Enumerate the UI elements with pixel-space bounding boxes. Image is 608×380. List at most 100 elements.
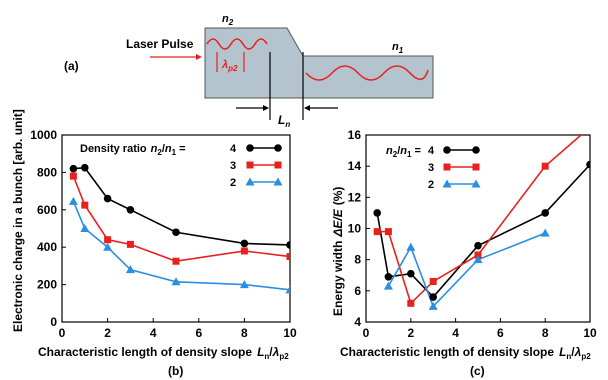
legend-entry-4-marker [274, 144, 282, 152]
n2-label: n2 [222, 13, 234, 27]
x-tick-label: 0 [363, 326, 370, 340]
chart-b-panel-label: (b) [168, 364, 183, 378]
x-tick-label: 4 [452, 326, 459, 340]
series-4-point [474, 241, 482, 250]
x-tick-label: 10 [583, 326, 597, 340]
chart-c-ylabel: Energy widthΔE/E(%) [331, 187, 345, 316]
ramp-length-markers [236, 52, 338, 120]
series-4-line [376, 164, 590, 299]
y-tick-label: 1000 [30, 128, 57, 142]
wake-wave [305, 65, 429, 81]
chart-c: 0 2 4 6 8 10 4 6 8 10 12 14 16 n2/n1 = 4 3 2 Energy wid… [331, 124, 597, 378]
series-4-point [240, 239, 249, 248]
series-3-point [286, 253, 290, 261]
series-4-point [373, 209, 382, 217]
legend-entry-4-label: 4 [428, 145, 435, 157]
x-tick-label: 4 [150, 326, 157, 340]
series-3-point [429, 277, 437, 285]
diagram-panel-a: (a) Laser Pulse λp2 n2 n1 Ln [64, 13, 434, 129]
x-tick-label: 8 [542, 326, 549, 340]
series-4-point [286, 241, 290, 249]
y-tick-label: 8 [354, 253, 361, 267]
chart-b-ylabel: Electronic charge in a bunch [arb. unit] [11, 109, 25, 332]
n1-label: n1 [392, 41, 404, 55]
chart-c-legend-title: n2/n1 = [386, 145, 421, 159]
x-tick-label: 10 [283, 326, 297, 340]
series-3-point [172, 257, 180, 265]
legend-entry-3-marker [274, 161, 282, 169]
series-2-point [125, 265, 135, 274]
legend-entry-2-label: 2 [428, 179, 434, 191]
legend-entry-3-marker [246, 161, 254, 169]
legend-entry-3-marker [443, 163, 451, 171]
y-tick-label: 12 [348, 190, 362, 204]
y-tick-label: 10 [348, 222, 362, 236]
series-4-point [586, 160, 590, 169]
chart-c-xlabel: Characteristic length of density slope Ln… [340, 345, 591, 361]
series-3-point [81, 201, 89, 209]
series-4-point [69, 164, 78, 173]
series-3-point [69, 172, 77, 180]
chart-c-panel-label: (c) [470, 364, 485, 378]
chart-c-frame [365, 134, 591, 323]
series-2-point [171, 277, 181, 286]
series-4-point [103, 194, 112, 203]
series-2-point [428, 301, 438, 310]
series-4-point [126, 206, 135, 214]
series-2-point [406, 242, 416, 251]
legend-entry-2-marker [442, 179, 452, 188]
chart-b-series [68, 163, 290, 294]
series-4-point [429, 293, 438, 301]
wavelength-marker [216, 52, 245, 72]
legend-entry-3-label: 3 [230, 160, 236, 172]
series-2-point [239, 280, 249, 289]
ramp-length-label: Ln [278, 113, 290, 129]
x-tick-label: 0 [59, 326, 66, 340]
diagram-panel-label: (a) [64, 59, 79, 73]
legend-entry-4-label: 4 [230, 143, 237, 155]
series-2-point [103, 242, 113, 251]
legend-entry-3-label: 3 [428, 162, 434, 174]
legend-entry-4-marker [246, 144, 254, 152]
y-tick-label: 600 [37, 203, 57, 217]
x-tick-label: 6 [497, 326, 504, 340]
series-3-point [126, 240, 134, 248]
series-3-point [104, 236, 112, 244]
wavelength-label: λp2 [221, 59, 238, 73]
legend-entry-2-marker [245, 177, 255, 186]
x-tick-label: 8 [241, 326, 248, 340]
series-2-point [383, 281, 393, 290]
series-4-point [541, 209, 549, 217]
y-tick-label: 200 [37, 278, 57, 292]
series-2-point [285, 285, 290, 294]
x-tick-label: 2 [407, 326, 414, 340]
y-tick-label: 6 [354, 284, 361, 298]
legend-entry-2-marker [471, 179, 481, 188]
series-3-point [541, 162, 549, 170]
chart-b: 0 2 4 6 8 10 0 200 400 600 800 1000 Density ratio n2… [11, 109, 297, 378]
series-3-point [587, 124, 594, 131]
series-2-point [473, 255, 483, 264]
series-4-point [172, 228, 180, 237]
series-3-point [407, 299, 415, 307]
series-3-point [373, 228, 381, 236]
chart-c-ticks: 0 2 4 6 8 10 4 6 8 10 12 14 16 [348, 128, 597, 340]
legend-entry-4-marker [443, 146, 451, 154]
series-3-point [240, 247, 248, 255]
y-tick-label: 0 [50, 315, 57, 329]
series-2-point [68, 196, 78, 205]
y-tick-label: 800 [37, 165, 57, 179]
series-2-point [540, 228, 550, 237]
chart-b-frame [61, 134, 291, 323]
y-tick-label: 4 [354, 315, 361, 329]
plasma-profile [204, 27, 434, 99]
series-3-point [384, 228, 392, 236]
series-4-point [384, 273, 393, 281]
y-tick-label: 14 [348, 159, 362, 173]
series-4-point [407, 269, 415, 278]
series-2-line [72, 201, 290, 291]
chart-b-ticks: 0 2 4 6 8 10 0 200 400 600 800 1000 [30, 128, 297, 340]
y-tick-label: 16 [348, 128, 362, 142]
chart-c-series [373, 124, 594, 310]
laser-pulse-label: Laser Pulse [126, 37, 194, 51]
